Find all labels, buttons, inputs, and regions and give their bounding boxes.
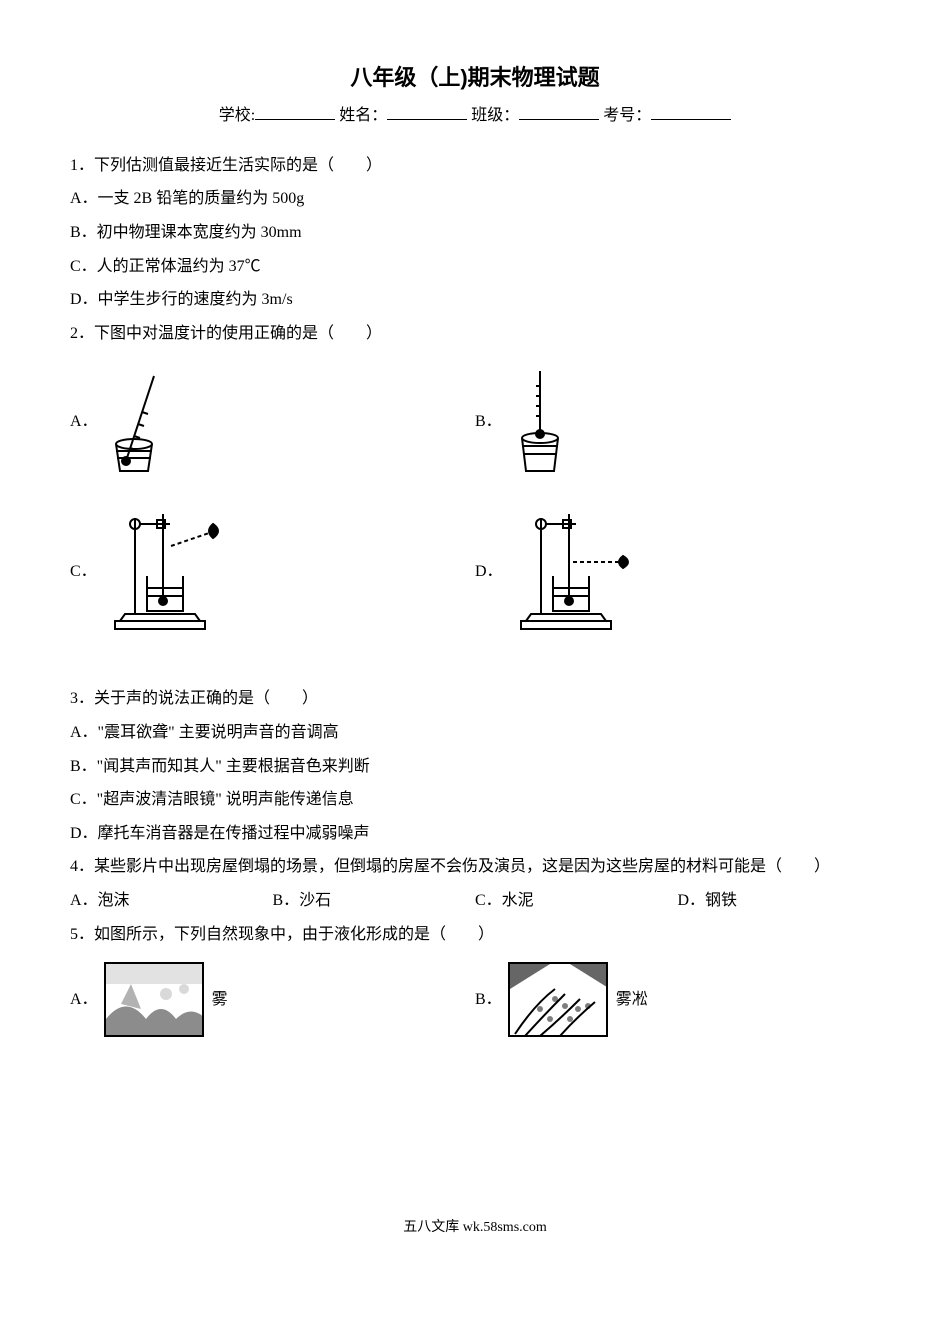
- q1-option-c: C．人的正常体温约为 37℃: [70, 254, 880, 280]
- q3-option-d: D．摩托车消音器是在传播过程中减弱噪声: [70, 821, 880, 847]
- exam-title: 八年级（上)期末物理试题: [70, 60, 880, 95]
- q3-option-a: A．"震耳欲聋" 主要说明声音的音调高: [70, 720, 880, 746]
- school-blank: [255, 104, 335, 120]
- q2-stem: 2．下图中对温度计的使用正确的是（ ）: [70, 321, 880, 347]
- q2-label-b: B．: [475, 409, 502, 435]
- q2-image-c: [105, 506, 235, 636]
- q5-label-b: B．: [475, 987, 502, 1013]
- q4-option-d: D．钢铁: [678, 888, 881, 914]
- q1-option-a: A．一支 2B 铅笔的质量约为 500g: [70, 186, 880, 212]
- q1-option-d: D．中学生步行的速度约为 3m/s: [70, 287, 880, 313]
- q5-caption-b: 雾凇: [616, 987, 648, 1013]
- q5-image-options: A． 雾 B．: [70, 962, 880, 1037]
- name-blank: [387, 104, 467, 120]
- q2-image-d: [511, 506, 641, 636]
- q2-option-d: D．: [475, 506, 880, 636]
- q4-options-row: A．泡沫 B．沙石 C．水泥 D．钢铁: [70, 888, 880, 914]
- q4-stem: 4．某些影片中出现房屋倒塌的场景，但倒塌的房屋不会伤及演员，这是因为这些房屋的材…: [70, 854, 880, 880]
- q3-stem: 3．关于声的说法正确的是（ ）: [70, 686, 880, 712]
- q4-option-c: C．水泥: [475, 888, 678, 914]
- q5-stem: 5．如图所示，下列自然现象中，由于液化形成的是（ ）: [70, 922, 880, 948]
- school-label: 学校:: [219, 107, 255, 124]
- q2-option-c: C．: [70, 506, 475, 636]
- q2-label-a: A．: [70, 409, 98, 435]
- q1-stem: 1．下列估测值最接近生活实际的是（ ）: [70, 153, 880, 179]
- exam-no-blank: [651, 104, 731, 120]
- class-label: 班级：: [471, 107, 519, 124]
- page-footer: 五八文库 wk.58sms.com: [70, 1217, 880, 1239]
- q5-option-b: B．: [475, 962, 880, 1037]
- q2-image-b: [510, 366, 580, 476]
- q2-label-c: C．: [70, 559, 97, 585]
- class-blank: [519, 104, 599, 120]
- q2-option-b: B．: [475, 366, 880, 476]
- q1-option-b: B．初中物理课本宽度约为 30mm: [70, 220, 880, 246]
- q4-option-a: A．泡沫: [70, 888, 273, 914]
- exam-no-label: 考号：: [603, 107, 651, 124]
- q5-caption-a: 雾: [212, 987, 228, 1013]
- q3-option-c: C．"超声波清洁眼镜" 说明声能传递信息: [70, 787, 880, 813]
- q5-image-a: [104, 962, 204, 1037]
- q5-label-a: A．: [70, 987, 98, 1013]
- q2-option-a: A．: [70, 366, 475, 476]
- q5-option-a: A． 雾: [70, 962, 475, 1037]
- q5-image-b: [508, 962, 608, 1037]
- q2-image-a: [106, 366, 176, 476]
- name-label: 姓名：: [339, 107, 387, 124]
- q2-image-options: A． B．: [70, 366, 880, 666]
- q4-option-b: B．沙石: [273, 888, 476, 914]
- q3-option-b: B．"闻其声而知其人" 主要根据音色来判断: [70, 754, 880, 780]
- student-info-line: 学校: 姓名： 班级： 考号：: [70, 103, 880, 129]
- q2-label-d: D．: [475, 559, 503, 585]
